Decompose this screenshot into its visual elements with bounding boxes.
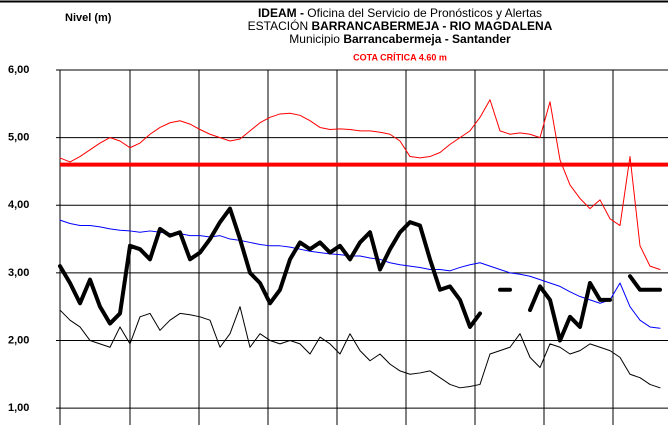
series-line: [59, 99, 661, 270]
y-tick-label: 3,00: [8, 267, 29, 279]
series-line: [58, 206, 482, 329]
subtitle: COTA CRÍTICA 4.60 m: [353, 52, 447, 62]
title-segment: Municipio: [289, 32, 343, 46]
y-tick-label: 1,00: [8, 402, 29, 414]
y-tick-label: 5,00: [8, 132, 29, 144]
y-axis-label: Nivel (m): [65, 12, 112, 24]
title-segment: IDEAM -: [258, 6, 304, 20]
y-tick-label: 6,00: [8, 64, 29, 76]
y-tick-label: 2,00: [8, 334, 29, 346]
title-segment: BARRANCABERMEJA - RIO MAGDALENA: [311, 19, 552, 33]
title-segment: ESTACIÓN: [248, 18, 312, 33]
y-tick-label: 4,00: [8, 199, 29, 211]
series-line: [528, 281, 612, 343]
title-segment: Oficina del Servicio de Pronósticos y Al…: [304, 6, 542, 20]
title-line: Municipio Barrancabermeja - Santander: [289, 32, 511, 46]
title-segment: Barrancabermeja - Santander: [343, 32, 511, 46]
series-line: [59, 306, 661, 389]
title-line: ESTACIÓN BARRANCABERMEJA - RIO MAGDALENA: [248, 18, 553, 33]
title-line: IDEAM - Oficina del Servicio de Pronósti…: [258, 6, 542, 20]
series-line: [628, 274, 662, 292]
